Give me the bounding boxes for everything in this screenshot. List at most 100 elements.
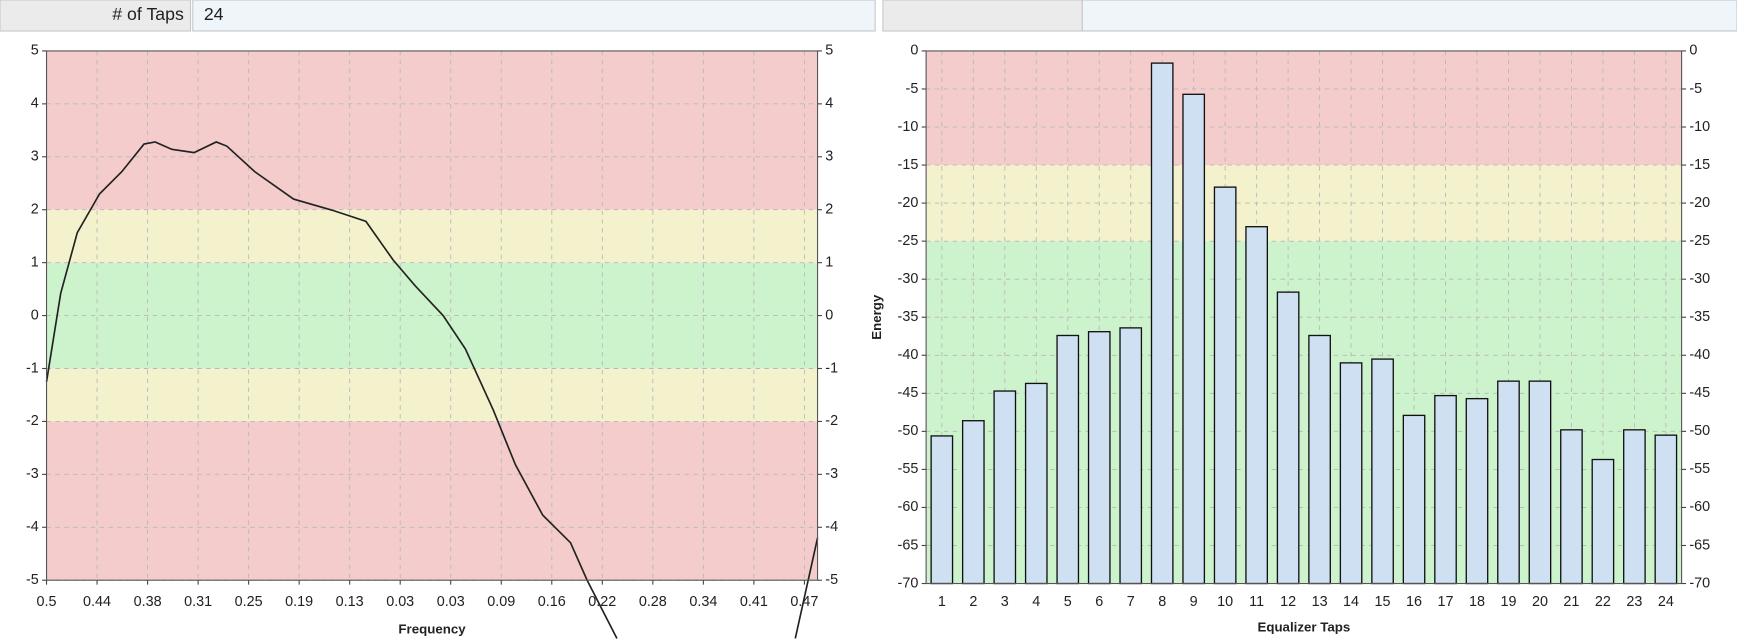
bar (1087, 331, 1111, 585)
x-tick-label: 21 (1563, 594, 1579, 610)
x-tick-label: 15 (1375, 594, 1391, 610)
y2-tick-label: 0 (825, 307, 833, 323)
y2-tick-label: -50 (1689, 423, 1710, 439)
x-tick-label: 0.31 (184, 594, 212, 610)
zone-band (46, 209, 818, 263)
y2-tick-label: -5 (825, 572, 838, 588)
x-tick-label: 24 (1658, 594, 1674, 610)
y2-tick-label: -40 (1689, 347, 1710, 363)
y2-tick-label: -25 (1689, 233, 1710, 249)
bar (1402, 414, 1426, 585)
y-tick-label: 5 (31, 43, 39, 59)
x-tick-label: 0.09 (487, 594, 515, 610)
zone-band (926, 50, 1682, 166)
y2-tick-label: 0 (1689, 43, 1697, 59)
y2-tick-label: 3 (825, 149, 833, 165)
taps-label: # of Taps (112, 4, 184, 24)
x-tick-label: 10 (1217, 594, 1233, 610)
x-tick-label: 22 (1595, 594, 1611, 610)
header-value-cell (1081, 0, 1737, 32)
bar (1056, 334, 1080, 585)
y2-tick-label: 1 (825, 254, 833, 270)
y-tick-label: -60 (898, 499, 919, 515)
taps-value: 24 (204, 4, 224, 24)
x-tick-label: 5 (1064, 594, 1072, 610)
bar (1150, 62, 1174, 585)
y-tick-label: -55 (898, 461, 919, 477)
x-tick-label: 0.03 (437, 594, 465, 610)
y-tick-label: -2 (26, 413, 39, 429)
x-tick-label: 0.5 (37, 594, 57, 610)
x-tick-label: 0.13 (336, 594, 364, 610)
bar (1276, 291, 1300, 585)
x-axis-title: Frequency (398, 622, 466, 637)
y2-tick-label: -3 (825, 466, 838, 482)
x-tick-label: 18 (1469, 594, 1485, 610)
y-tick-label: -1 (26, 360, 39, 376)
bar (1119, 327, 1143, 585)
bar (1434, 394, 1457, 585)
zone-band (46, 368, 818, 422)
y-tick-label: -70 (898, 575, 919, 591)
x-tick-label: 0.16 (538, 594, 566, 610)
bar (961, 420, 985, 585)
bar (1213, 186, 1237, 585)
plot-frame (45, 50, 819, 581)
y-tick-label: -35 (898, 309, 919, 325)
y-tick-label: -50 (898, 423, 919, 439)
y2-tick-label: 2 (825, 202, 833, 218)
y-tick-label: -30 (898, 271, 919, 287)
header-value-cell (192, 0, 876, 32)
y2-tick-label: -70 (1689, 575, 1710, 591)
bar (1591, 458, 1615, 585)
y-tick-label: 0 (910, 43, 918, 59)
x-tick-label: 0.34 (689, 594, 717, 610)
x-tick-label: 3 (1001, 594, 1009, 610)
y2-tick-label: -10 (1689, 119, 1710, 135)
zone-band (46, 421, 818, 581)
bar (1371, 358, 1394, 585)
y-tick-label: -5 (906, 81, 919, 97)
y-tick-label: -15 (898, 157, 919, 173)
bar (1654, 434, 1678, 585)
x-tick-label: 4 (1032, 594, 1040, 610)
y-tick-label: -65 (898, 537, 919, 553)
y2-tick-label: -30 (1689, 271, 1710, 287)
x-tick-label: 0.25 (235, 594, 263, 610)
x-tick-label: 6 (1095, 594, 1103, 610)
y-tick-label: -20 (898, 195, 919, 211)
x-tick-label: 14 (1343, 594, 1359, 610)
y2-tick-label: 4 (825, 96, 833, 112)
y2-tick-label: -35 (1689, 309, 1710, 325)
header-label-cell (0, 0, 192, 32)
y2-tick-label: -55 (1689, 461, 1710, 477)
x-tick-label: 0.41 (740, 594, 768, 610)
bar (1024, 382, 1048, 585)
x-tick-label: 0.47 (790, 594, 818, 610)
x-tick-label: 0.22 (588, 594, 616, 610)
x-tick-label: 2 (969, 594, 977, 610)
x-tick-label: 12 (1280, 594, 1296, 610)
bar (1465, 397, 1489, 585)
line-series (45, 141, 819, 639)
bar (1182, 93, 1206, 585)
y2-tick-label: -4 (825, 519, 838, 535)
zone-band (46, 50, 818, 210)
bar (1497, 380, 1520, 585)
x-tick-label: 0.44 (83, 594, 111, 610)
x-tick-label: 11 (1249, 594, 1264, 610)
x-tick-label: 0.28 (639, 594, 667, 610)
x-axis-title: Equalizer Taps (1257, 619, 1350, 634)
bar (930, 435, 954, 585)
bar (993, 390, 1017, 585)
x-tick-label: 17 (1438, 594, 1454, 610)
x-tick-label: 0.38 (134, 594, 162, 610)
x-tick-label: 20 (1532, 594, 1548, 610)
x-tick-label: 16 (1406, 594, 1422, 610)
y2-tick-label: -65 (1689, 537, 1710, 553)
plot-frame (925, 50, 1683, 585)
header-label-cell (882, 0, 1083, 32)
y-tick-label: 1 (31, 254, 39, 270)
